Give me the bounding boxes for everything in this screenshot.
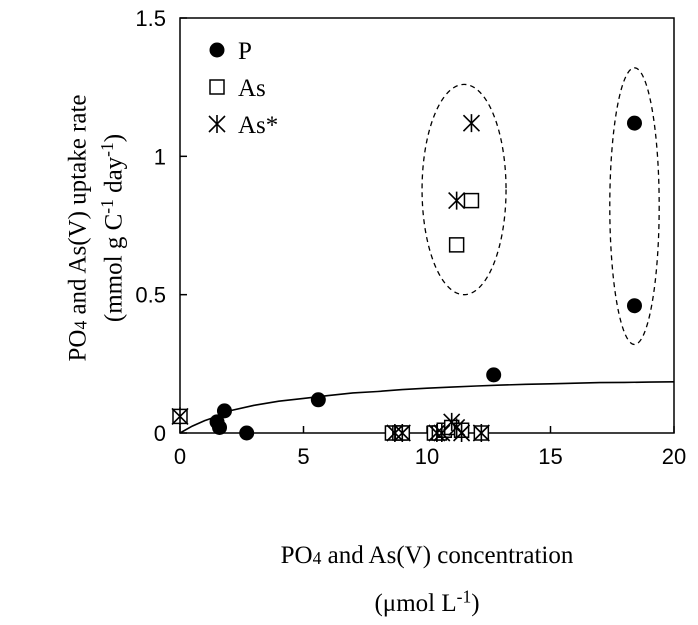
point-p	[239, 425, 255, 441]
point-p	[216, 403, 232, 419]
point-as	[448, 237, 465, 253]
point-as-star	[386, 424, 404, 442]
dashed-ellipses	[421, 67, 660, 346]
point-p	[626, 115, 642, 131]
point-p	[626, 298, 642, 314]
point-as	[463, 192, 480, 209]
y-axis-label-line2: (mmol g C-1 day-1)	[96, 133, 128, 323]
y-tick-label: 1	[154, 144, 166, 169]
dashed-ellipse	[421, 83, 507, 296]
y-tick-label: 0	[154, 421, 166, 446]
legend-label-as-star: As*	[238, 112, 278, 139]
legend-label-p: P	[238, 38, 252, 65]
point-as-star	[448, 191, 466, 210]
legend-marker-as-star	[208, 115, 226, 133]
point-as-star	[453, 424, 471, 442]
point-p	[310, 392, 326, 408]
y-tick-label: 1.5	[135, 6, 166, 31]
legend: P As As*	[208, 38, 278, 139]
point-as-star	[433, 424, 451, 442]
legend-marker-as	[209, 79, 225, 95]
tick-labels: 0 5 10 15 20 0 0.5 1 1.5	[135, 6, 686, 469]
legend-marker-p	[209, 42, 225, 58]
x-axis-label-line2: (μmol L-1)	[374, 586, 480, 618]
legend-label-as: As	[238, 75, 266, 102]
x-tick-label: 0	[174, 444, 186, 469]
data-points	[171, 114, 642, 442]
point-p	[486, 367, 502, 383]
x-tick-label: 10	[415, 444, 439, 469]
point-p	[212, 419, 228, 435]
point-as-star	[472, 424, 490, 442]
x-tick-label: 20	[662, 444, 686, 469]
dashed-ellipse	[609, 67, 660, 346]
y-axis-label: PO4 and As(V) uptake rate (mmol g C-1 da…	[0, 0, 220, 625]
y-tick-label: 0.5	[135, 283, 166, 308]
point-as-star	[171, 407, 189, 426]
point-as-star	[462, 114, 481, 133]
x-tick-label: 15	[538, 444, 562, 469]
x-tick-label: 5	[297, 444, 309, 469]
y-axis-label-line1: PO4 and As(V) uptake rate	[64, 94, 92, 362]
point-as-star	[393, 424, 411, 442]
x-axis-label-line1: PO4 and As(V) concentration	[280, 542, 574, 569]
